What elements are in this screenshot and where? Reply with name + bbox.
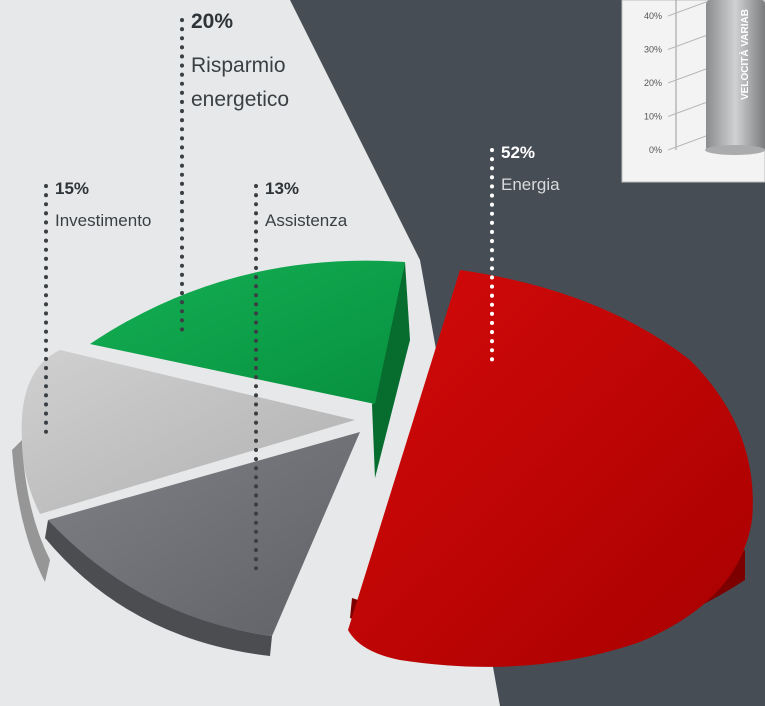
assistenza-percent: 13% xyxy=(265,179,299,198)
inset-tick-label: 40% xyxy=(644,11,662,21)
leader-lines xyxy=(44,18,494,578)
inset-bar-base xyxy=(705,145,765,155)
pie-slice-energia xyxy=(348,270,753,667)
risparmio-name-line1: Risparmio xyxy=(191,54,286,77)
assistenza-name: Assistenza xyxy=(265,211,348,230)
inset-gridline xyxy=(667,68,707,84)
energia-percent: 52% xyxy=(501,143,535,162)
pie-slice-assistenza-side xyxy=(45,520,272,656)
slice-labels: 20% Risparmio energetico 15% Investiment… xyxy=(55,10,560,230)
pie-slice-investimento-side xyxy=(12,440,50,582)
inset-tick-label: 20% xyxy=(644,78,662,88)
inset-tick-label: 0% xyxy=(649,145,662,155)
inset-bar-label: VELOCITÀ VARIAB xyxy=(738,9,751,100)
pie-slice-assistenza xyxy=(48,432,360,636)
pie-slice-investimento xyxy=(21,350,356,514)
pie-3d xyxy=(12,260,753,667)
inset-gridline xyxy=(667,102,707,117)
pie-slice-risparmio-side xyxy=(372,262,410,478)
inset-bar-chart: 0% 10% 20% 30% 40% VELOCITÀ VARIAB xyxy=(621,0,765,183)
investimento-name: Investimento xyxy=(55,211,151,230)
inset-gridline xyxy=(667,135,707,151)
investimento-percent: 15% xyxy=(55,179,89,198)
inset-bar xyxy=(706,0,765,152)
risparmio-name-line2: energetico xyxy=(191,88,289,111)
inset-gridline xyxy=(667,1,707,17)
inset-gridline xyxy=(667,35,707,50)
risparmio-percent: 20% xyxy=(191,10,233,33)
pie-slice-risparmio xyxy=(90,260,405,404)
inset-tick-label: 10% xyxy=(644,112,662,122)
inset-tick-label: 30% xyxy=(644,45,662,55)
energia-name: Energia xyxy=(501,175,560,194)
